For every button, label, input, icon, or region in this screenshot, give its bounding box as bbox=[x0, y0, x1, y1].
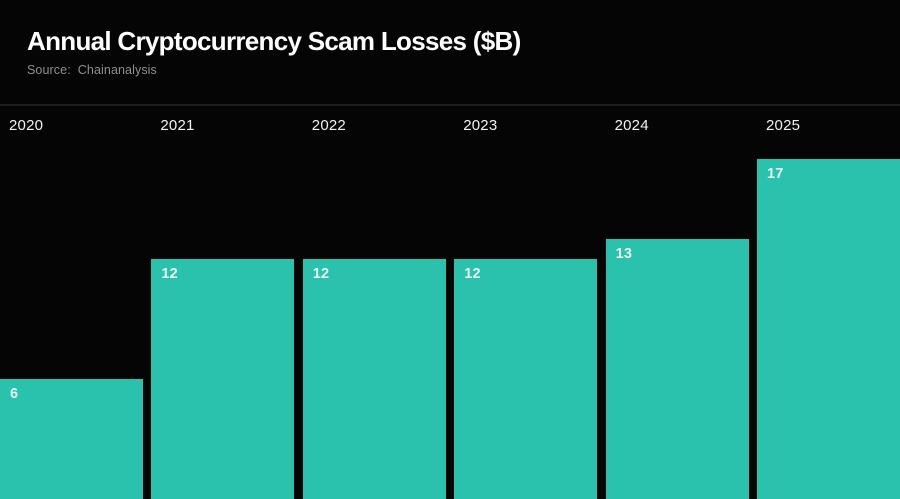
bar-value-2020: 6 bbox=[10, 386, 19, 402]
chart-header: Annual Cryptocurrency Scam Losses ($B) S… bbox=[27, 0, 880, 77]
chart-title: Annual Cryptocurrency Scam Losses ($B) bbox=[27, 26, 521, 56]
x-axis-label-2022: 2022 bbox=[311, 117, 346, 134]
x-axis-label-2023: 2023 bbox=[463, 117, 498, 134]
x-axis-label-2020: 2020 bbox=[9, 117, 44, 134]
header-divider bbox=[0, 104, 900, 106]
bar-value-2025: 17 bbox=[767, 166, 784, 182]
source-value: Chainanalysis bbox=[77, 62, 157, 77]
bar-2021: 12 bbox=[151, 259, 295, 499]
bar-chart: 2020 6 2021 12 2022 12 2023 12 2024 13 2025 17 bbox=[0, 107, 900, 499]
bar-value-2023: 12 bbox=[464, 266, 481, 282]
bar-2020: 6 bbox=[0, 379, 143, 499]
bar-value-2022: 12 bbox=[312, 266, 330, 282]
bar-2025: 17 bbox=[757, 159, 900, 499]
x-axis-label-2021: 2021 bbox=[160, 117, 195, 134]
source-line: Source: Chainanalysis bbox=[27, 63, 880, 77]
x-axis-label-2025: 2025 bbox=[766, 117, 801, 134]
x-axis-label-2024: 2024 bbox=[614, 117, 649, 134]
source-label: Source: bbox=[27, 62, 71, 77]
bar-value-2021: 12 bbox=[161, 266, 178, 282]
bar-2024: 13 bbox=[605, 239, 749, 499]
bar-2022: 12 bbox=[302, 259, 446, 499]
bar-2023: 12 bbox=[454, 259, 598, 499]
bar-value-2024: 13 bbox=[615, 246, 633, 262]
